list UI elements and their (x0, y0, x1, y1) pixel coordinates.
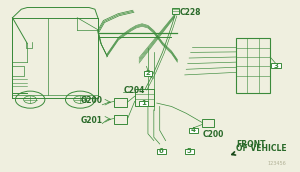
Bar (271, 63, 281, 68)
Bar (172, 8, 179, 14)
Bar (189, 128, 198, 133)
Text: C204: C204 (124, 86, 145, 95)
Text: C228: C228 (180, 8, 201, 17)
Bar (185, 149, 194, 154)
Bar (236, 38, 270, 93)
Text: 2: 2 (146, 70, 150, 76)
Bar (157, 149, 166, 154)
Text: 6: 6 (159, 148, 164, 154)
Text: 4: 4 (191, 127, 196, 133)
Text: OF VEHICLE: OF VEHICLE (236, 144, 287, 153)
Bar (143, 71, 152, 76)
Text: G200: G200 (80, 96, 102, 105)
Text: FRONT: FRONT (236, 139, 266, 148)
Text: 3: 3 (274, 63, 278, 68)
Bar (114, 115, 127, 124)
Bar (114, 98, 127, 107)
Text: C200: C200 (202, 130, 224, 138)
Text: G201: G201 (80, 116, 102, 125)
Text: 5: 5 (187, 148, 191, 154)
Text: 1: 1 (141, 100, 146, 106)
Bar (135, 89, 154, 106)
Bar (202, 119, 214, 127)
Bar (139, 100, 148, 106)
Text: 123456: 123456 (268, 161, 286, 166)
